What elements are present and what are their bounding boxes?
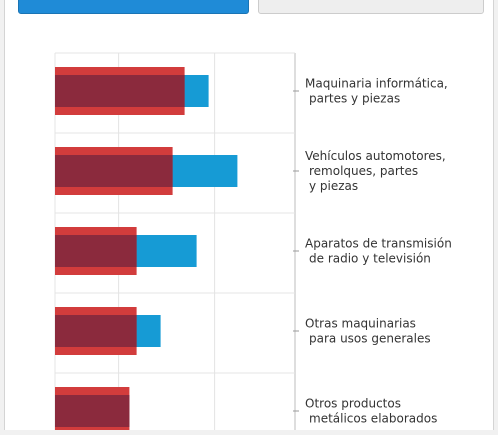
- category-label-line: Vehículos automotores,: [305, 149, 446, 163]
- tab-active[interactable]: [18, 0, 249, 14]
- category-label-line: metálicos elaborados: [309, 412, 437, 426]
- bar-series-2-inner: [55, 155, 173, 187]
- category-label-line: de radio y televisión: [309, 252, 431, 266]
- category-label-line: Aparatos de transmisión: [305, 237, 452, 251]
- tab-inactive[interactable]: [258, 0, 484, 14]
- category-label-line: para usos generales: [309, 332, 431, 346]
- category-label-line: remolques, partes: [309, 164, 418, 178]
- category-label-line: Otras maquinarias: [305, 317, 416, 331]
- category-label: Maquinaria informática, partes y piezas: [305, 77, 448, 106]
- category-label: Otros productos metálicos elaborados: [305, 397, 437, 426]
- category-label-line: partes y piezas: [309, 92, 400, 106]
- category-label-line: y piezas: [309, 179, 358, 193]
- category-label-line: Otros productos: [305, 397, 401, 411]
- bar-series-2-inner: [55, 315, 137, 347]
- bar-series-2-inner: [55, 235, 137, 267]
- bar-series-2-inner: [55, 395, 130, 427]
- bar-series-2-inner: [55, 75, 185, 107]
- category-label: Aparatos de transmisión de radio y televi…: [305, 237, 452, 266]
- category-label: Vehículos automotores, remolques, partes y…: [305, 149, 446, 193]
- category-label-line: Maquinaria informática,: [305, 77, 448, 91]
- category-label: Otras maquinarias para usos generales: [305, 317, 431, 346]
